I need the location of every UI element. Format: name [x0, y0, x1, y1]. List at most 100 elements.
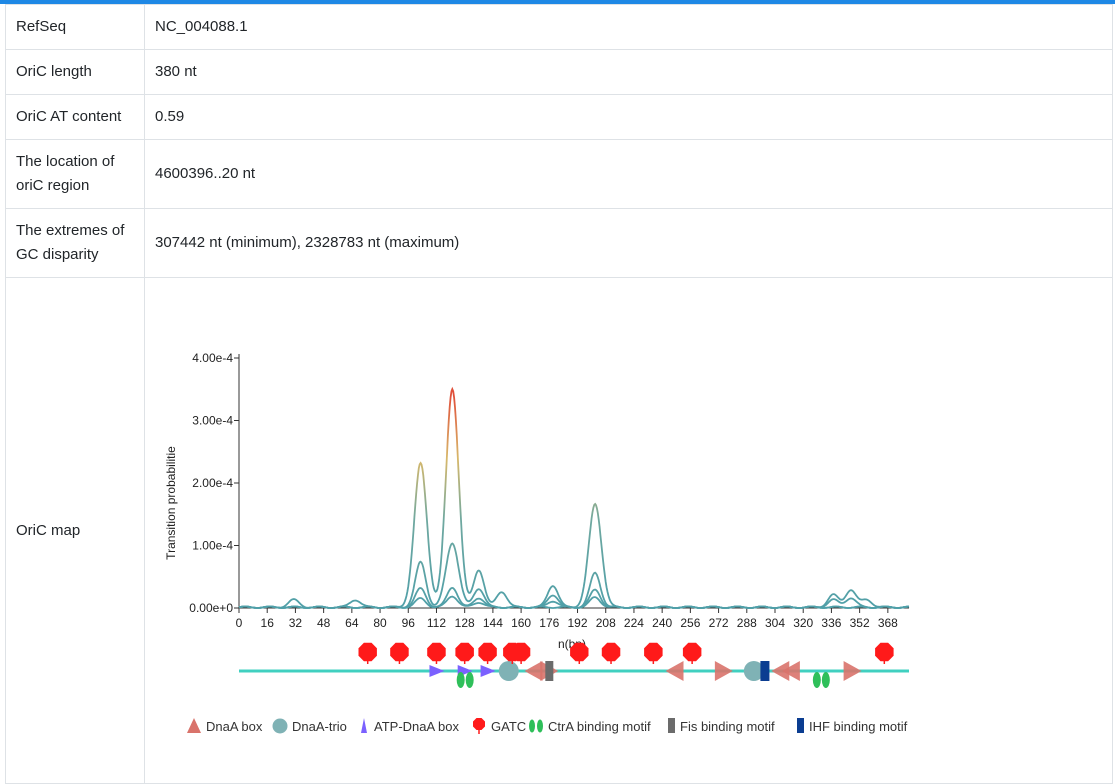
series-line: [238, 541, 910, 609]
gatc-marker: [644, 642, 663, 661]
x-tick-label: 80: [373, 616, 387, 630]
x-tick-label: 272: [709, 616, 729, 630]
row-value: 307442 nt (minimum), 2328783 nt (maximum…: [144, 208, 1113, 278]
row-key: RefSeq: [5, 4, 145, 50]
y-tick-label: 1.00e-4: [192, 538, 233, 552]
row-value: 4600396..20 nt: [144, 139, 1113, 209]
gatc-marker: [511, 642, 531, 661]
ctra-marker: [812, 671, 821, 688]
x-tick-label: 144: [483, 616, 503, 630]
ctra-legend-icon: [537, 719, 543, 732]
legend-item: CtrA binding motif: [529, 719, 651, 734]
row-value: 380 nt: [144, 49, 1113, 95]
y-tick-label: 0.00e+0: [189, 601, 233, 615]
series-line: [238, 595, 910, 609]
series-line: [238, 586, 910, 609]
motif-track: [239, 642, 909, 688]
fis-marker: [545, 660, 554, 681]
table-row-oric-map: OriC map 0 16 32 48 64 80 96 112 128 144 160 176 192…: [5, 277, 1113, 784]
table-row: RefSeq NC_004088.1: [5, 4, 1113, 50]
row-key: OriC AT content: [5, 94, 145, 140]
atp-dnaa-box-marker: [480, 664, 496, 677]
dnaa-trio-marker: [743, 660, 764, 681]
ctra-marker: [456, 671, 465, 688]
x-tick-label: 352: [850, 616, 870, 630]
legend-item: ATP-DnaA box: [361, 717, 460, 734]
x-tick-label: 368: [878, 616, 898, 630]
gatc-marker: [570, 642, 589, 661]
ctra-marker: [465, 671, 474, 688]
legend-label: DnaA box: [206, 719, 263, 734]
atp-dnaa-box-legend-icon: [361, 717, 367, 733]
gatc-marker: [455, 642, 474, 661]
chart-curves: [238, 386, 910, 609]
y-tick-label: 4.00e-4: [192, 351, 233, 365]
row-key: The extremes of GC disparity: [5, 208, 145, 278]
dnaa-box-marker: [665, 660, 684, 681]
oric-map-chart: 0 16 32 48 64 80 96 112 128 144 160 176 192 208 224 240…: [164, 351, 910, 734]
gatc-marker: [601, 642, 621, 661]
legend-label: Fis binding motif: [680, 719, 775, 734]
legend-item: GATC: [473, 717, 526, 734]
y-tick-label: 3.00e-4: [192, 413, 233, 427]
x-tick-label: 64: [345, 616, 359, 630]
x-tick-label: 128: [455, 616, 475, 630]
x-tick-label: 320: [793, 616, 813, 630]
gatc-marker: [358, 642, 377, 661]
top-accent-bar: [0, 0, 1115, 4]
y-tick-label: 2.00e-4: [192, 476, 233, 490]
table-row: The location of oriC region 4600396..20 …: [5, 139, 1113, 209]
gatc-marker: [427, 642, 446, 661]
gatc-marker: [478, 642, 497, 661]
x-tick-label: 224: [624, 616, 644, 630]
row-value: NC_004088.1: [144, 4, 1113, 50]
dnaa-box-marker: [843, 660, 862, 681]
dnaa-box-marker: [714, 660, 733, 681]
legend-label: GATC: [491, 719, 526, 734]
y-axis-label: Transition probabilitie: [164, 445, 178, 559]
x-tick-label: 304: [765, 616, 785, 630]
x-tick-label: 32: [289, 616, 303, 630]
table-row: OriC length 380 nt: [5, 49, 1113, 95]
table-row: OriC AT content 0.59: [5, 94, 1113, 140]
atp-dnaa-box-marker: [429, 664, 445, 677]
legend-item: DnaA box: [187, 717, 263, 734]
row-key: OriC map: [5, 277, 145, 784]
legend-item: DnaA-trio: [272, 718, 347, 734]
oric-map-cell: 0 16 32 48 64 80 96 112 128 144 160 176 192 208 224 240…: [144, 277, 1113, 784]
fis-legend-icon: [668, 717, 675, 733]
x-tick-label: 208: [596, 616, 616, 630]
x-tick-label: 256: [680, 616, 700, 630]
row-key: The location of oriC region: [5, 139, 145, 209]
legend-label: DnaA-trio: [292, 719, 347, 734]
gatc-marker: [682, 642, 702, 661]
chart-axes: 0 16 32 48 64 80 96 112 128 144 160 176 192 208 224 240…: [164, 351, 909, 651]
legend-item: Fis binding motif: [668, 717, 775, 734]
gatc-legend-icon: [473, 717, 485, 730]
x-tick-label: 160: [511, 616, 531, 630]
x-tick-label: 336: [821, 616, 841, 630]
row-value: 0.59: [144, 94, 1113, 140]
legend-item: IHF binding motif: [797, 717, 908, 734]
series-line: [238, 386, 910, 609]
row-key: OriC length: [5, 49, 145, 95]
dnaa-box-legend-icon: [187, 717, 201, 733]
dnaa-trio-marker: [498, 660, 519, 681]
motif-legend: DnaA box DnaA-trio ATP-DnaA box GATC CtrA bi…: [187, 717, 908, 734]
x-tick-label: 48: [317, 616, 331, 630]
x-tick-label: 16: [261, 616, 275, 630]
x-tick-label: 0: [236, 616, 243, 630]
gatc-marker: [875, 642, 894, 661]
x-tick-label: 112: [427, 616, 446, 630]
ihf-marker: [760, 660, 770, 681]
ctra-marker: [821, 671, 830, 688]
dnaa-trio-legend-icon: [272, 718, 288, 733]
oric-info-table: RefSeq NC_004088.1 OriC length 380 nt Or…: [5, 4, 1113, 784]
x-tick-label: 192: [568, 616, 588, 630]
legend-label: IHF binding motif: [809, 719, 908, 734]
ihf-legend-icon: [797, 717, 804, 733]
ctra-legend-icon: [529, 719, 535, 732]
x-tick-label: 288: [737, 616, 757, 630]
dnaa-box-marker: [781, 660, 800, 681]
dnaa-box-marker: [771, 660, 790, 681]
